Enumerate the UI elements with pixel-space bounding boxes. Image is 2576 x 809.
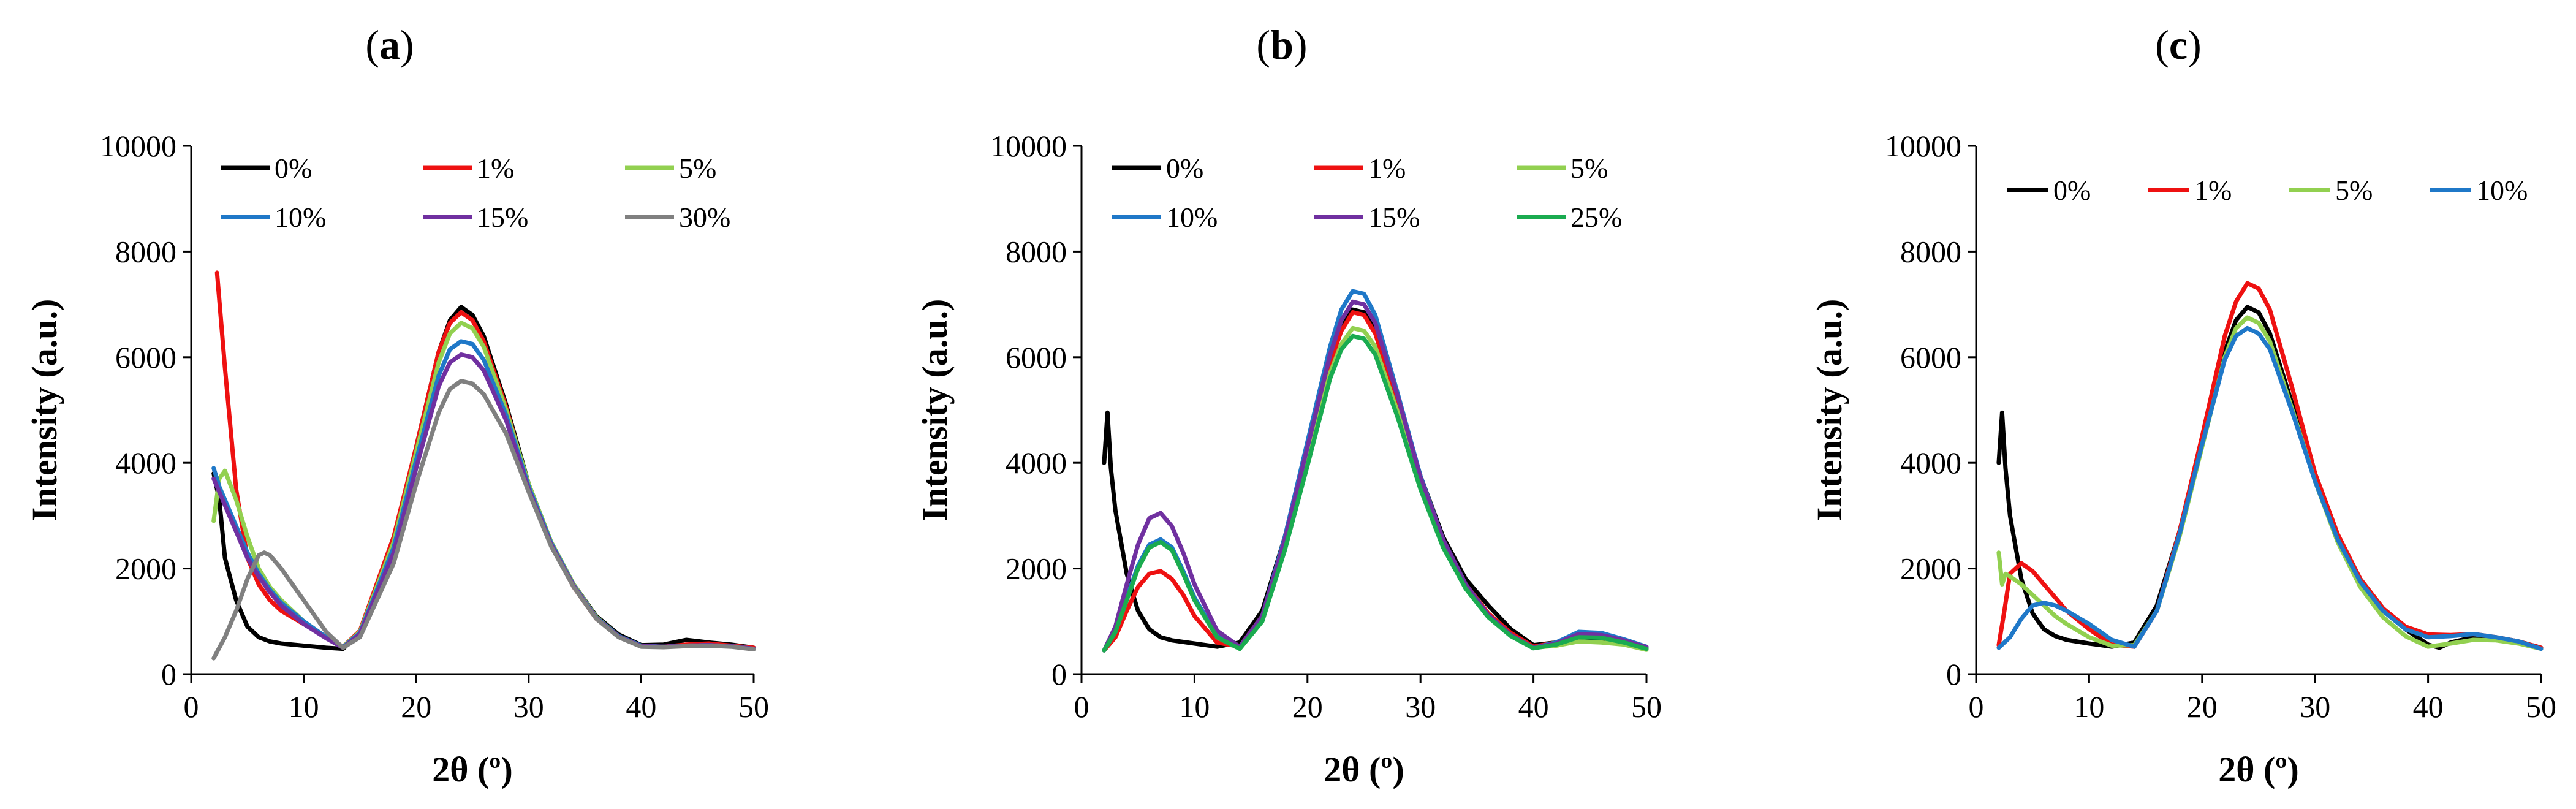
y-axis-title: Intensity (a.u.) (1809, 299, 1849, 522)
x-tick-label: 40 (626, 689, 656, 724)
series-line-10pct (211, 339, 756, 651)
x-tick-label: 10 (1179, 689, 1210, 724)
series-line-30pct (211, 379, 756, 661)
x-tick-label: 50 (1631, 689, 1662, 724)
chart-panel-c: (c) 0 2000 4000 6000 8000 10000 0 10 20 30 40 50 2θ (… (1809, 21, 2556, 789)
y-tick-label: 2000 (1006, 552, 1067, 586)
series-line-1pct (1102, 310, 1649, 653)
y-tick-label: 6000 (1006, 340, 1067, 374)
legend-label: 30% (679, 202, 730, 233)
x-tick-label: 50 (738, 689, 769, 724)
legend-label: 1% (477, 153, 514, 184)
y-tick-label: 0 (161, 657, 176, 691)
legend-label: 10% (2476, 175, 2528, 206)
x-tick-label: 40 (2413, 689, 2444, 724)
y-tick-label: 0 (1946, 657, 1961, 691)
y-tick-label: 10000 (990, 129, 1067, 163)
legend-label: 0% (275, 153, 312, 184)
x-tick-label: 20 (1292, 689, 1323, 724)
series-line-15pct (211, 352, 756, 651)
y-tick-label: 4000 (1006, 446, 1067, 480)
legend-label: 15% (477, 202, 528, 233)
x-tick-label: 0 (184, 689, 199, 724)
x-tick-label: 0 (1969, 689, 1984, 724)
y-tick-label: 2000 (115, 552, 176, 586)
y-tick-label: 6000 (1900, 340, 1961, 374)
panel-label-b: (b) (1256, 21, 1307, 68)
y-tick-label: 10000 (100, 129, 176, 163)
x-tick-label: 30 (1405, 689, 1436, 724)
y-tick-label: 6000 (115, 340, 176, 374)
series-line-1pct (1996, 281, 2544, 650)
x-tick-label: 40 (1518, 689, 1549, 724)
x-tick-label: 20 (401, 689, 431, 724)
x-tick-label: 30 (513, 689, 544, 724)
legend-label: 0% (1166, 153, 1203, 184)
legend-label: 0% (2053, 175, 2091, 206)
x-tick-label: 0 (1074, 689, 1089, 724)
legend-label: 10% (275, 202, 326, 233)
x-axis-title: 2θ (º) (1324, 750, 1404, 789)
series-line-25pct (1102, 333, 1649, 653)
series-line-5pct (1996, 315, 2544, 651)
y-tick-label: 8000 (115, 234, 176, 268)
y-axis-title: Intensity (a.u.) (25, 299, 64, 522)
panel-label-c: (c) (2155, 21, 2202, 68)
x-tick-label: 10 (289, 689, 319, 724)
y-tick-label: 4000 (115, 446, 176, 480)
series-line-0pct (1996, 305, 2544, 650)
x-axis-title: 2θ (º) (432, 750, 513, 789)
x-tick-label: 30 (2300, 689, 2330, 724)
x-axis-title: 2θ (º) (2218, 750, 2299, 789)
y-tick-label: 10000 (1885, 129, 1961, 163)
legend-label: 10% (1166, 202, 1218, 233)
y-tick-label: 8000 (1900, 234, 1961, 268)
x-tick-label: 20 (2187, 689, 2218, 724)
legend-label: 1% (1368, 153, 1406, 184)
chart-panel-a: (a) 0 2000 4000 6000 8000 10000 0 10 20 30 40 50 2θ (… (25, 21, 769, 789)
y-tick-label: 0 (1051, 657, 1067, 691)
legend-label: 25% (1570, 202, 1622, 233)
y-axis-title: Intensity (a.u.) (915, 299, 955, 522)
legend-label: 1% (2194, 175, 2232, 206)
legend-label: 5% (2335, 175, 2373, 206)
legend-label: 15% (1368, 202, 1420, 233)
chart-panel-b: (b) 0 2000 4000 6000 8000 10000 0 10 20 30 40 50 2θ (… (915, 21, 1662, 789)
y-tick-label: 4000 (1900, 446, 1961, 480)
legend-label: 5% (679, 153, 716, 184)
y-tick-label: 2000 (1900, 552, 1961, 586)
y-tick-label: 8000 (1006, 234, 1067, 268)
x-tick-label: 50 (2526, 689, 2556, 724)
panel-label-a: (a) (365, 21, 414, 68)
x-tick-label: 10 (2074, 689, 2104, 724)
series-line-10pct (1996, 325, 2544, 651)
legend-label: 5% (1570, 153, 1608, 184)
